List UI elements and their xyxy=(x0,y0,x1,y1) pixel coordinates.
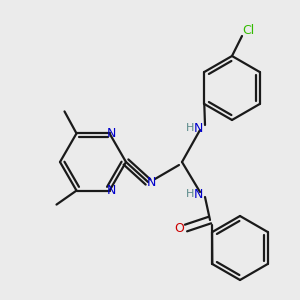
Text: Cl: Cl xyxy=(242,23,254,37)
Text: N: N xyxy=(107,127,116,140)
Text: H: H xyxy=(186,189,194,199)
Text: N: N xyxy=(193,122,203,134)
Text: O: O xyxy=(174,221,184,235)
Text: N: N xyxy=(107,184,116,197)
Text: H: H xyxy=(186,123,194,133)
Text: N: N xyxy=(146,176,156,188)
Text: N: N xyxy=(193,188,203,200)
